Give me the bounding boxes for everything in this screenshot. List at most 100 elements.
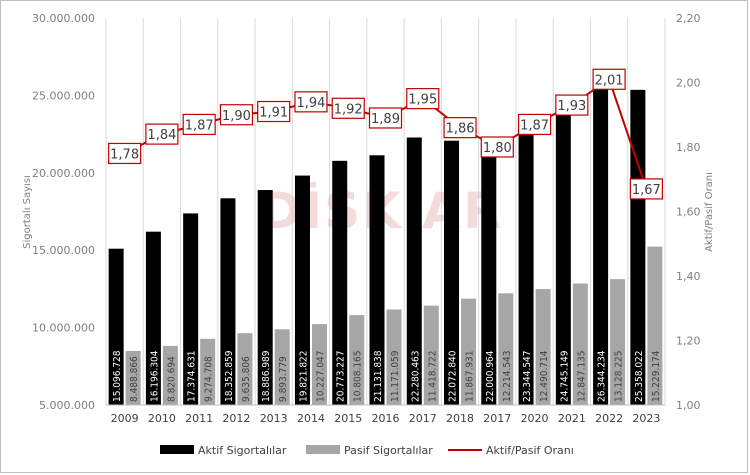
x-tick-label: 2009 [111, 412, 139, 425]
x-tick-label: 2015 [334, 412, 362, 425]
bar-pasif [498, 293, 514, 405]
bar-aktif [220, 198, 236, 405]
ratio-label-box [368, 107, 403, 129]
bars-layer: 15.096.728 8.488.866 16.196.304 8.820.694 17… [108, 74, 663, 406]
y-axis-title: Sigortalı Sayısı [22, 175, 33, 249]
bar-pasif-label: 11.418.722 [427, 351, 438, 403]
y-tick-label: 10.000.000 [32, 322, 95, 335]
x-tick-label: 2021 [558, 412, 586, 425]
x-tick-label: 2017 [409, 412, 437, 425]
bar-pasif-label: 12.847.135 [576, 351, 587, 403]
x-tick-label: 2016 [372, 412, 400, 425]
y2-tick-label: 1,40 [676, 270, 701, 283]
bar-aktif-label: 18.886.989 [261, 350, 272, 402]
ratio-label-box [182, 113, 216, 136]
bar-pasif-label: 9.635.806 [241, 356, 252, 402]
bar-aktif [518, 121, 534, 405]
bar-pasif [311, 324, 327, 405]
ratio-label: 1,90 [222, 109, 251, 124]
bar-aktif-label: 24.745.149 [559, 350, 570, 402]
bar-aktif-label: 18.352.859 [224, 350, 235, 402]
x-tick-label: 2011 [185, 412, 213, 425]
bar-aktif [145, 231, 161, 405]
legend: Aktif Sigortalılar Pasif Sigortalılar Akti… [160, 444, 574, 457]
bar-pasif-label: 10.808.165 [353, 351, 364, 403]
bar-pasif [572, 283, 588, 405]
bar-pasif-label: 11.171.059 [390, 350, 401, 402]
bar-pasif-label: 8.820.694 [166, 356, 177, 402]
ratio-label-box [629, 178, 663, 200]
ratio-label: 1,67 [632, 183, 661, 198]
bar-pasif [610, 279, 626, 405]
legend-label-oran: Aktif/Pasif Oranı [486, 444, 574, 457]
x-tick-label: 2022 [595, 412, 623, 425]
y-tick-label: 30.000.000 [32, 12, 95, 25]
bar-aktif [593, 74, 609, 406]
ratio-label-box [219, 104, 254, 126]
bar-aktif-label: 15.096.728 [112, 350, 123, 402]
ratio-label: 1,84 [147, 128, 176, 143]
ratio-label: 1,86 [446, 122, 475, 137]
ratio-line-layer: 1,78 1,84 1,87 1,90 1,91 1,94 1,92 1,89 1,95 1,86… [108, 68, 663, 200]
ratio-label: 1,94 [296, 96, 325, 111]
ratio-label-box [480, 136, 514, 158]
x-tick-label: 2018 [446, 412, 474, 425]
bar-pasif [200, 338, 216, 405]
bar-aktif-label: 20.773.227 [336, 351, 347, 403]
ratio-label: 1,95 [408, 93, 437, 108]
ratio-label: 1,93 [557, 99, 586, 114]
x-tick-label: 2023 [632, 412, 660, 425]
bar-pasif [237, 333, 253, 405]
bar-aktif [183, 213, 199, 405]
bar-pasif-label: 10.227.047 [315, 351, 326, 403]
legend-swatch-aktif [160, 445, 194, 454]
y2-tick-label: 1,60 [676, 206, 701, 219]
y2-tick-label: 1,20 [676, 335, 701, 348]
bar-pasif-label: 12.214.543 [502, 351, 513, 403]
bar-aktif-label: 19.821.822 [298, 351, 309, 403]
x-tick-label: 2012 [222, 412, 250, 425]
bar-aktif [481, 141, 497, 405]
x-tick-label: 2010 [148, 412, 176, 425]
ratio-label-box [145, 123, 179, 145]
bar-aktif [444, 140, 460, 405]
y2-tick-label: 1,80 [676, 141, 701, 154]
ratio-label-box [331, 97, 365, 119]
ratio-label: 1,92 [334, 102, 363, 117]
bar-pasif-label: 11.867.931 [465, 351, 476, 403]
legend-swatch-pasif [306, 445, 340, 454]
ratio-label-box [294, 91, 328, 113]
bar-pasif-label: 15.229.174 [651, 350, 662, 402]
bar-pasif [461, 298, 477, 405]
ratio-label-box [592, 68, 626, 90]
x-tick-label: 2014 [297, 412, 325, 425]
legend-label-aktif: Aktif Sigortalılar [198, 444, 287, 457]
bar-pasif-label: 9.274.708 [204, 356, 215, 402]
grid-lines [105, 18, 666, 405]
x-tick-label: 2020 [521, 412, 549, 425]
ratio-label: 2,01 [595, 73, 624, 88]
ratio-label: 1,89 [371, 112, 400, 127]
bar-aktif-label: 22.072.840 [448, 350, 459, 402]
bar-pasif-label: 12.490.714 [539, 350, 550, 402]
y-tick-label: 20.000.000 [32, 167, 95, 180]
bar-pasif [535, 289, 551, 405]
bar-pasif [274, 329, 290, 405]
y2-tick-label: 2,20 [676, 12, 701, 25]
ratio-label: 1,91 [259, 106, 288, 121]
x-tick-label: 2013 [260, 412, 288, 425]
ratio-label: 1,87 [185, 118, 214, 133]
bar-aktif [555, 99, 571, 405]
ratio-label-box [555, 94, 589, 116]
ratio-label: 1,78 [110, 147, 139, 162]
bar-aktif [369, 155, 385, 405]
bar-pasif-label: 13.128.225 [614, 351, 625, 403]
bar-aktif [108, 248, 124, 405]
bar-aktif [406, 137, 422, 406]
ratio-label-box [517, 113, 552, 136]
ratio-label: 1,80 [483, 141, 512, 156]
bar-aktif-label: 25.358.022 [634, 351, 645, 403]
y2-axis-title: Aktif/Pasif Oranı [704, 172, 715, 252]
